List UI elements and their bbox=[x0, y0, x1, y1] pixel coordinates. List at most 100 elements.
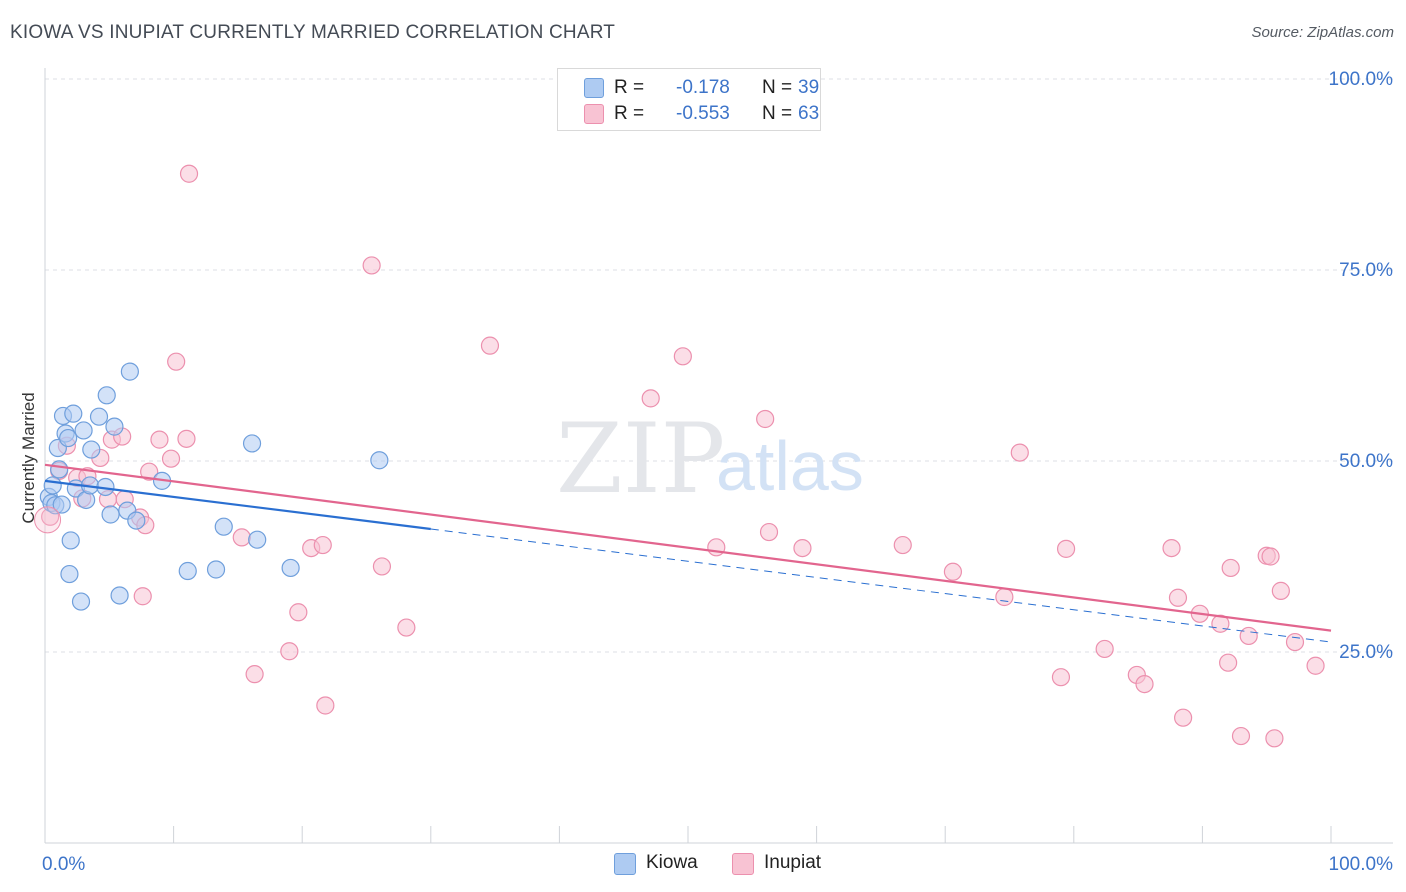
inupiat-point[interactable] bbox=[1221, 558, 1240, 578]
inupiat-point[interactable] bbox=[641, 389, 660, 408]
inupiat-point[interactable] bbox=[316, 696, 335, 715]
inupiat-point[interactable] bbox=[1162, 538, 1181, 558]
inupiat-point[interactable] bbox=[893, 535, 912, 555]
inupiat-point[interactable] bbox=[150, 430, 169, 449]
stats-r-label: R = bbox=[614, 77, 645, 98]
inupiat-point[interactable] bbox=[1135, 674, 1154, 694]
x-tick-label-min: 0.0% bbox=[42, 854, 85, 875]
chart-title: KIOWA VS INUPIAT CURRENTLY MARRIED CORRE… bbox=[10, 22, 616, 43]
kiowa-point[interactable] bbox=[101, 505, 120, 524]
inupiat-point[interactable] bbox=[759, 522, 779, 542]
inupiat-point[interactable] bbox=[1265, 729, 1284, 748]
inupiat-point[interactable] bbox=[372, 557, 392, 576]
inupiat-legend-label: Inupiat bbox=[764, 852, 822, 873]
source-credit: Source: ZipAtlas.com bbox=[1251, 24, 1394, 41]
kiowa-point[interactable] bbox=[64, 404, 83, 423]
kiowa-point[interactable] bbox=[74, 421, 93, 440]
inupiat-point[interactable] bbox=[1095, 639, 1114, 659]
inupiat-point[interactable] bbox=[133, 587, 152, 606]
kiowa-point[interactable] bbox=[105, 417, 124, 436]
kiowa-point[interactable] bbox=[110, 586, 129, 605]
y-tick-label: 100.0% bbox=[1329, 69, 1394, 90]
inupiat-point-large[interactable] bbox=[34, 506, 62, 534]
grid-layer bbox=[45, 78, 1393, 653]
inupiat-point[interactable] bbox=[1239, 626, 1258, 646]
stats-legend: R = -0.178 N = 39 R = -0.553 N = 63 bbox=[557, 68, 821, 131]
inupiat-point[interactable] bbox=[1051, 668, 1071, 687]
inupiat-point[interactable] bbox=[397, 618, 416, 637]
inupiat-point[interactable] bbox=[793, 538, 812, 558]
stats-n-value: 63 bbox=[798, 103, 820, 124]
kiowa-point[interactable] bbox=[43, 476, 62, 495]
inupiat-swatch bbox=[584, 104, 604, 124]
kiowa-legend-label: Kiowa bbox=[646, 852, 698, 873]
inupiat-point[interactable] bbox=[1306, 656, 1325, 675]
stats-r-value: -0.178 bbox=[676, 77, 730, 98]
inupiat-legend-swatch bbox=[732, 853, 754, 875]
inupiat-point[interactable] bbox=[480, 336, 500, 355]
kiowa-point[interactable] bbox=[59, 428, 78, 448]
kiowa-point[interactable] bbox=[242, 434, 262, 453]
inupiat-point[interactable] bbox=[1168, 588, 1188, 607]
kiowa-point[interactable] bbox=[82, 440, 101, 459]
inupiat-point[interactable] bbox=[1219, 653, 1238, 672]
kiowa-point[interactable] bbox=[52, 495, 71, 514]
y-tick-label: 25.0% bbox=[1339, 642, 1393, 663]
stats-n-label: N = bbox=[762, 103, 793, 124]
kiowa-point[interactable] bbox=[370, 451, 389, 470]
kiowa-point[interactable] bbox=[50, 460, 69, 479]
stats-n-label: N = bbox=[762, 77, 793, 98]
inupiat-point[interactable] bbox=[943, 562, 963, 581]
kiowa-swatch bbox=[584, 78, 604, 98]
kiowa-point[interactable] bbox=[97, 386, 116, 405]
inupiat-point[interactable] bbox=[167, 352, 186, 371]
kiowa-legend-swatch bbox=[614, 853, 636, 875]
inupiat-point[interactable] bbox=[673, 347, 692, 366]
inupiat-point[interactable] bbox=[140, 462, 159, 481]
stats-r-label: R = bbox=[614, 103, 645, 124]
kiowa-point[interactable] bbox=[178, 561, 197, 581]
inupiat-point[interactable] bbox=[995, 587, 1014, 607]
inupiat-point[interactable] bbox=[179, 164, 199, 183]
inupiat-point[interactable] bbox=[232, 528, 251, 547]
points-layer bbox=[34, 164, 1325, 748]
kiowa-point[interactable] bbox=[120, 362, 139, 381]
inupiat-point[interactable] bbox=[313, 535, 332, 555]
stats-n-value: 39 bbox=[798, 77, 820, 98]
kiowa-point[interactable] bbox=[281, 558, 300, 578]
inupiat-trend-line bbox=[44, 463, 1332, 632]
kiowa-point[interactable] bbox=[248, 530, 267, 549]
axis-layer bbox=[44, 68, 1393, 844]
inupiat-point[interactable] bbox=[1231, 726, 1251, 746]
inupiat-point[interactable] bbox=[245, 665, 264, 684]
inupiat-point[interactable] bbox=[177, 429, 196, 448]
inupiat-point[interactable] bbox=[756, 409, 775, 429]
inupiat-point[interactable] bbox=[707, 538, 726, 557]
inupiat-point[interactable] bbox=[1271, 581, 1290, 600]
tick-labels: 25.0% 50.0% 75.0% 100.0% 0.0% 100.0% bbox=[42, 69, 1393, 875]
kiowa-point[interactable] bbox=[61, 531, 80, 550]
kiowa-trend-extension bbox=[430, 528, 1332, 643]
kiowa-point[interactable] bbox=[214, 517, 233, 536]
kiowa-point[interactable] bbox=[127, 511, 146, 530]
inupiat-point[interactable] bbox=[362, 256, 381, 275]
y-tick-label: 75.0% bbox=[1339, 260, 1393, 281]
kiowa-point[interactable] bbox=[60, 564, 79, 584]
inupiat-point[interactable] bbox=[1056, 539, 1076, 558]
watermark-zip: ZIP bbox=[556, 403, 725, 515]
inupiat-point[interactable] bbox=[1174, 708, 1193, 727]
kiowa-point[interactable] bbox=[206, 560, 226, 579]
kiowa-trend-line bbox=[44, 479, 431, 531]
inupiat-point[interactable] bbox=[1285, 632, 1305, 652]
inupiat-point[interactable] bbox=[280, 642, 299, 661]
inupiat-point[interactable] bbox=[1010, 443, 1029, 462]
y-tick-label: 50.0% bbox=[1339, 451, 1393, 472]
inupiat-point[interactable] bbox=[289, 603, 308, 622]
trend-layer bbox=[44, 463, 1332, 643]
x-tick-label-max: 100.0% bbox=[1329, 854, 1394, 875]
kiowa-point[interactable] bbox=[89, 407, 109, 426]
inupiat-point[interactable] bbox=[1261, 547, 1280, 566]
kiowa-point[interactable] bbox=[71, 592, 91, 611]
inupiat-point[interactable] bbox=[161, 449, 181, 468]
